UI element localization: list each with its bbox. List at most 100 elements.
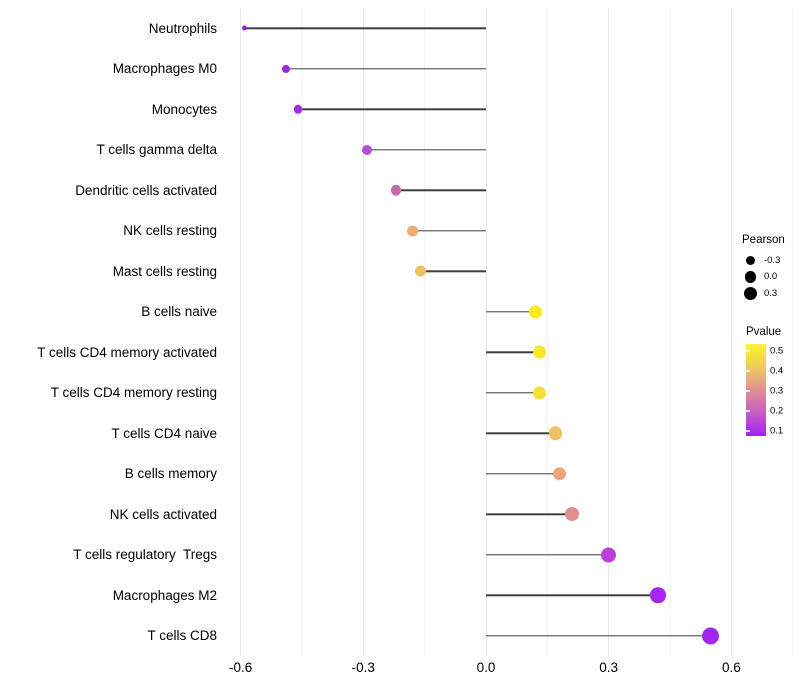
colorbar-label: 0.4 bbox=[770, 365, 784, 377]
stem bbox=[486, 473, 560, 475]
category-label: Monocytes bbox=[151, 101, 217, 117]
colorbar-label: 0.2 bbox=[770, 405, 784, 417]
lollipop-row bbox=[230, 373, 794, 414]
minor-gridline bbox=[546, 8, 548, 656]
lollipop-row bbox=[230, 8, 794, 49]
stem bbox=[486, 635, 711, 637]
dot bbox=[548, 426, 563, 440]
y-axis-labels: Neutrophils Macrophages M0 Monocytes T cell… bbox=[0, 8, 220, 656]
category-label: Mast cells resting bbox=[112, 263, 217, 279]
pearson-size-legend: Pearson -0.3 0.0 0.3 bbox=[742, 234, 800, 302]
minor-gridline bbox=[301, 8, 303, 656]
dot bbox=[532, 345, 546, 359]
category-label: Macrophages M2 bbox=[112, 587, 217, 603]
minor-gridline bbox=[669, 8, 671, 656]
category-label: NK cells activated bbox=[109, 506, 217, 522]
pearson-legend-item: 0.3 bbox=[742, 285, 800, 302]
lollipop-row bbox=[230, 575, 794, 616]
lollipop-row bbox=[230, 170, 794, 211]
category-label: Dendritic cells activated bbox=[75, 182, 217, 198]
category-label: T cells CD4 naive bbox=[111, 425, 217, 441]
x-tick-label: 0.0 bbox=[476, 660, 496, 675]
lollipop-row bbox=[230, 454, 794, 495]
lollipop-row bbox=[230, 251, 794, 292]
category-label: Neutrophils bbox=[148, 20, 217, 36]
category-label: T cells gamma delta bbox=[96, 142, 217, 157]
category-label: T cells regulatory Tregs bbox=[73, 547, 217, 562]
stem bbox=[244, 27, 486, 29]
stem bbox=[486, 432, 556, 434]
colorbar-tick bbox=[746, 410, 750, 412]
size-legend-dot bbox=[744, 286, 757, 300]
x-tick-label: 0.3 bbox=[599, 660, 619, 675]
x-tick-label: -0.6 bbox=[228, 660, 253, 675]
lollipop-row bbox=[230, 211, 794, 252]
stem bbox=[486, 311, 536, 313]
stem bbox=[367, 149, 486, 151]
colorbar-tick bbox=[746, 390, 750, 392]
pvalue-legend-title: Pvalue bbox=[746, 326, 782, 338]
minor-gridline bbox=[792, 8, 794, 656]
lollipop-rows bbox=[230, 8, 794, 656]
dot bbox=[532, 386, 546, 400]
dot bbox=[293, 105, 303, 114]
size-legend-dot bbox=[746, 255, 755, 265]
stem bbox=[396, 189, 486, 191]
lollipop-row bbox=[230, 292, 794, 333]
x-axis: -0.6 -0.3 0.0 0.3 0.6 bbox=[0, 660, 800, 680]
colorbar-label: 0.5 bbox=[770, 345, 784, 357]
lollipop-row bbox=[230, 413, 794, 454]
lollipop-row bbox=[230, 49, 794, 90]
minor-gridline bbox=[424, 8, 426, 656]
size-legend-dot bbox=[744, 271, 757, 283]
category-label: Macrophages M0 bbox=[112, 61, 217, 76]
major-gridline bbox=[240, 8, 242, 656]
category-label: NK cells resting bbox=[123, 223, 217, 238]
major-gridline bbox=[485, 8, 487, 656]
major-gridline bbox=[608, 8, 610, 656]
stem bbox=[486, 351, 540, 353]
lollipop-row bbox=[230, 89, 794, 130]
category-label: T cells CD4 memory resting bbox=[50, 385, 217, 400]
stem bbox=[297, 108, 486, 110]
colorbar-label: 0.3 bbox=[770, 385, 784, 397]
colorbar-tick bbox=[746, 430, 750, 432]
pearson-legend-title: Pearson bbox=[742, 234, 785, 246]
size-legend-label: 0.3 bbox=[764, 287, 778, 299]
major-gridline bbox=[730, 8, 732, 656]
dot bbox=[650, 587, 666, 603]
pvalue-colorbar bbox=[746, 344, 766, 436]
stem bbox=[412, 230, 486, 232]
stem bbox=[486, 554, 609, 556]
x-tick-label: 0.6 bbox=[722, 660, 741, 675]
category-label: T cells CD4 memory activated bbox=[37, 344, 217, 360]
dot bbox=[564, 507, 579, 522]
stem bbox=[420, 270, 486, 272]
dot bbox=[242, 25, 248, 31]
lollipop-row bbox=[230, 494, 794, 535]
colorbar-tick bbox=[746, 350, 750, 352]
category-label: B cells memory bbox=[124, 466, 217, 481]
stem bbox=[486, 392, 540, 394]
x-tick-label: -0.3 bbox=[351, 660, 375, 675]
pvalue-colorbar-wrap: 0.5 0.4 0.3 0.2 0.1 bbox=[746, 344, 800, 437]
dot bbox=[415, 265, 427, 277]
dot bbox=[406, 225, 418, 237]
category-label: T cells CD8 bbox=[147, 628, 217, 643]
pvalue-color-legend: Pvalue 0.5 0.4 0.3 0.2 0.1 bbox=[746, 326, 800, 437]
category-label: B cells naive bbox=[141, 304, 217, 319]
dot bbox=[281, 64, 290, 73]
dot bbox=[552, 467, 567, 481]
pearson-legend-item: -0.3 bbox=[742, 252, 800, 269]
dot bbox=[528, 305, 542, 319]
colorbar-label: 0.1 bbox=[770, 425, 784, 437]
dot bbox=[601, 547, 617, 563]
stem bbox=[486, 513, 572, 515]
size-legend-label: -0.3 bbox=[764, 254, 781, 266]
dot bbox=[362, 144, 373, 155]
major-gridline bbox=[362, 8, 364, 656]
size-legend-label: 0.0 bbox=[764, 271, 778, 283]
lollipop-row bbox=[230, 332, 794, 373]
stem bbox=[486, 594, 658, 596]
